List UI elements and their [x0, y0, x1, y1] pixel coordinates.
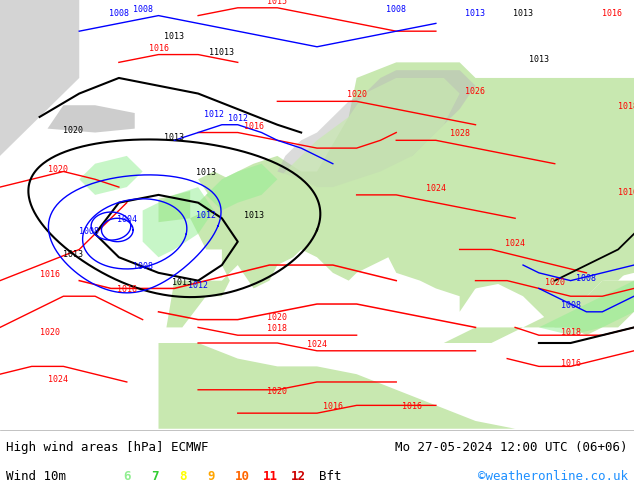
Text: 1024: 1024 [307, 340, 327, 349]
Text: 1016: 1016 [39, 270, 60, 279]
Text: 1016: 1016 [560, 359, 581, 368]
Polygon shape [0, 0, 79, 172]
Text: 11: 11 [263, 469, 278, 483]
Text: 1018: 1018 [618, 102, 634, 111]
Text: 1008: 1008 [133, 262, 153, 271]
Text: 1012: 1012 [188, 281, 208, 291]
Text: 1020: 1020 [347, 91, 366, 99]
Text: 6: 6 [124, 469, 131, 483]
Text: 1008: 1008 [386, 5, 406, 14]
Text: 1016: 1016 [618, 188, 634, 197]
Polygon shape [206, 164, 278, 211]
Text: Mo 27-05-2024 12:00 UTC (06+06): Mo 27-05-2024 12:00 UTC (06+06) [395, 441, 628, 454]
Polygon shape [190, 172, 238, 234]
Text: 1024: 1024 [505, 239, 525, 247]
Polygon shape [278, 78, 460, 191]
Polygon shape [539, 281, 634, 335]
Text: 8: 8 [179, 469, 187, 483]
Text: 1008: 1008 [133, 5, 153, 14]
Text: 1024: 1024 [48, 375, 68, 384]
Polygon shape [460, 249, 634, 312]
Text: 1020: 1020 [268, 387, 287, 395]
Text: 1024: 1024 [426, 184, 446, 193]
Text: 1020: 1020 [63, 125, 84, 135]
Text: 1013: 1013 [529, 55, 549, 64]
Text: 1016: 1016 [602, 9, 623, 18]
Text: 7: 7 [152, 469, 159, 483]
Text: 1020: 1020 [545, 277, 565, 287]
Text: 1012: 1012 [196, 211, 216, 220]
Text: 1012: 1012 [228, 114, 248, 123]
Text: 1016: 1016 [323, 402, 343, 411]
Text: 1020: 1020 [48, 165, 68, 173]
Text: 1016: 1016 [117, 285, 137, 294]
Text: 1018: 1018 [268, 324, 287, 333]
Text: 1008: 1008 [560, 301, 581, 310]
Text: 1028: 1028 [450, 129, 470, 138]
Text: 1013: 1013 [196, 169, 216, 177]
Text: Wind 10m: Wind 10m [6, 469, 67, 483]
Polygon shape [79, 156, 143, 195]
Polygon shape [166, 62, 634, 343]
Text: 1013: 1013 [172, 277, 192, 287]
Text: 10: 10 [235, 469, 250, 483]
Text: 1013: 1013 [63, 250, 84, 259]
Text: 1013: 1013 [465, 9, 486, 18]
Text: 9: 9 [207, 469, 215, 483]
Text: 1013: 1013 [513, 9, 533, 18]
Text: 1008: 1008 [576, 273, 597, 283]
Polygon shape [143, 187, 214, 257]
Polygon shape [48, 105, 134, 132]
Text: 11013: 11013 [209, 48, 235, 56]
Text: 1012: 1012 [204, 110, 224, 119]
Text: 1016: 1016 [148, 44, 169, 52]
Text: 1016: 1016 [243, 122, 264, 131]
Text: 1013: 1013 [164, 133, 184, 142]
Text: 1008: 1008 [79, 227, 100, 236]
Polygon shape [158, 343, 634, 429]
Polygon shape [444, 281, 634, 343]
Text: 1013: 1013 [164, 32, 184, 41]
Text: 12: 12 [291, 469, 306, 483]
Text: High wind areas [hPa] ECMWF: High wind areas [hPa] ECMWF [6, 441, 209, 454]
Polygon shape [278, 70, 476, 187]
Text: 1008: 1008 [109, 9, 129, 18]
Text: ©weatheronline.co.uk: ©weatheronline.co.uk [477, 469, 628, 483]
Text: 1015: 1015 [268, 0, 287, 6]
Text: 1020: 1020 [39, 328, 60, 337]
Text: 1020: 1020 [268, 313, 287, 321]
Text: Bft: Bft [319, 469, 341, 483]
Text: 1018: 1018 [560, 328, 581, 337]
Text: 1016: 1016 [402, 402, 422, 411]
Polygon shape [158, 191, 190, 222]
Text: 1004: 1004 [117, 215, 137, 224]
Text: 1026: 1026 [465, 87, 486, 96]
Text: 1013: 1013 [243, 211, 264, 220]
